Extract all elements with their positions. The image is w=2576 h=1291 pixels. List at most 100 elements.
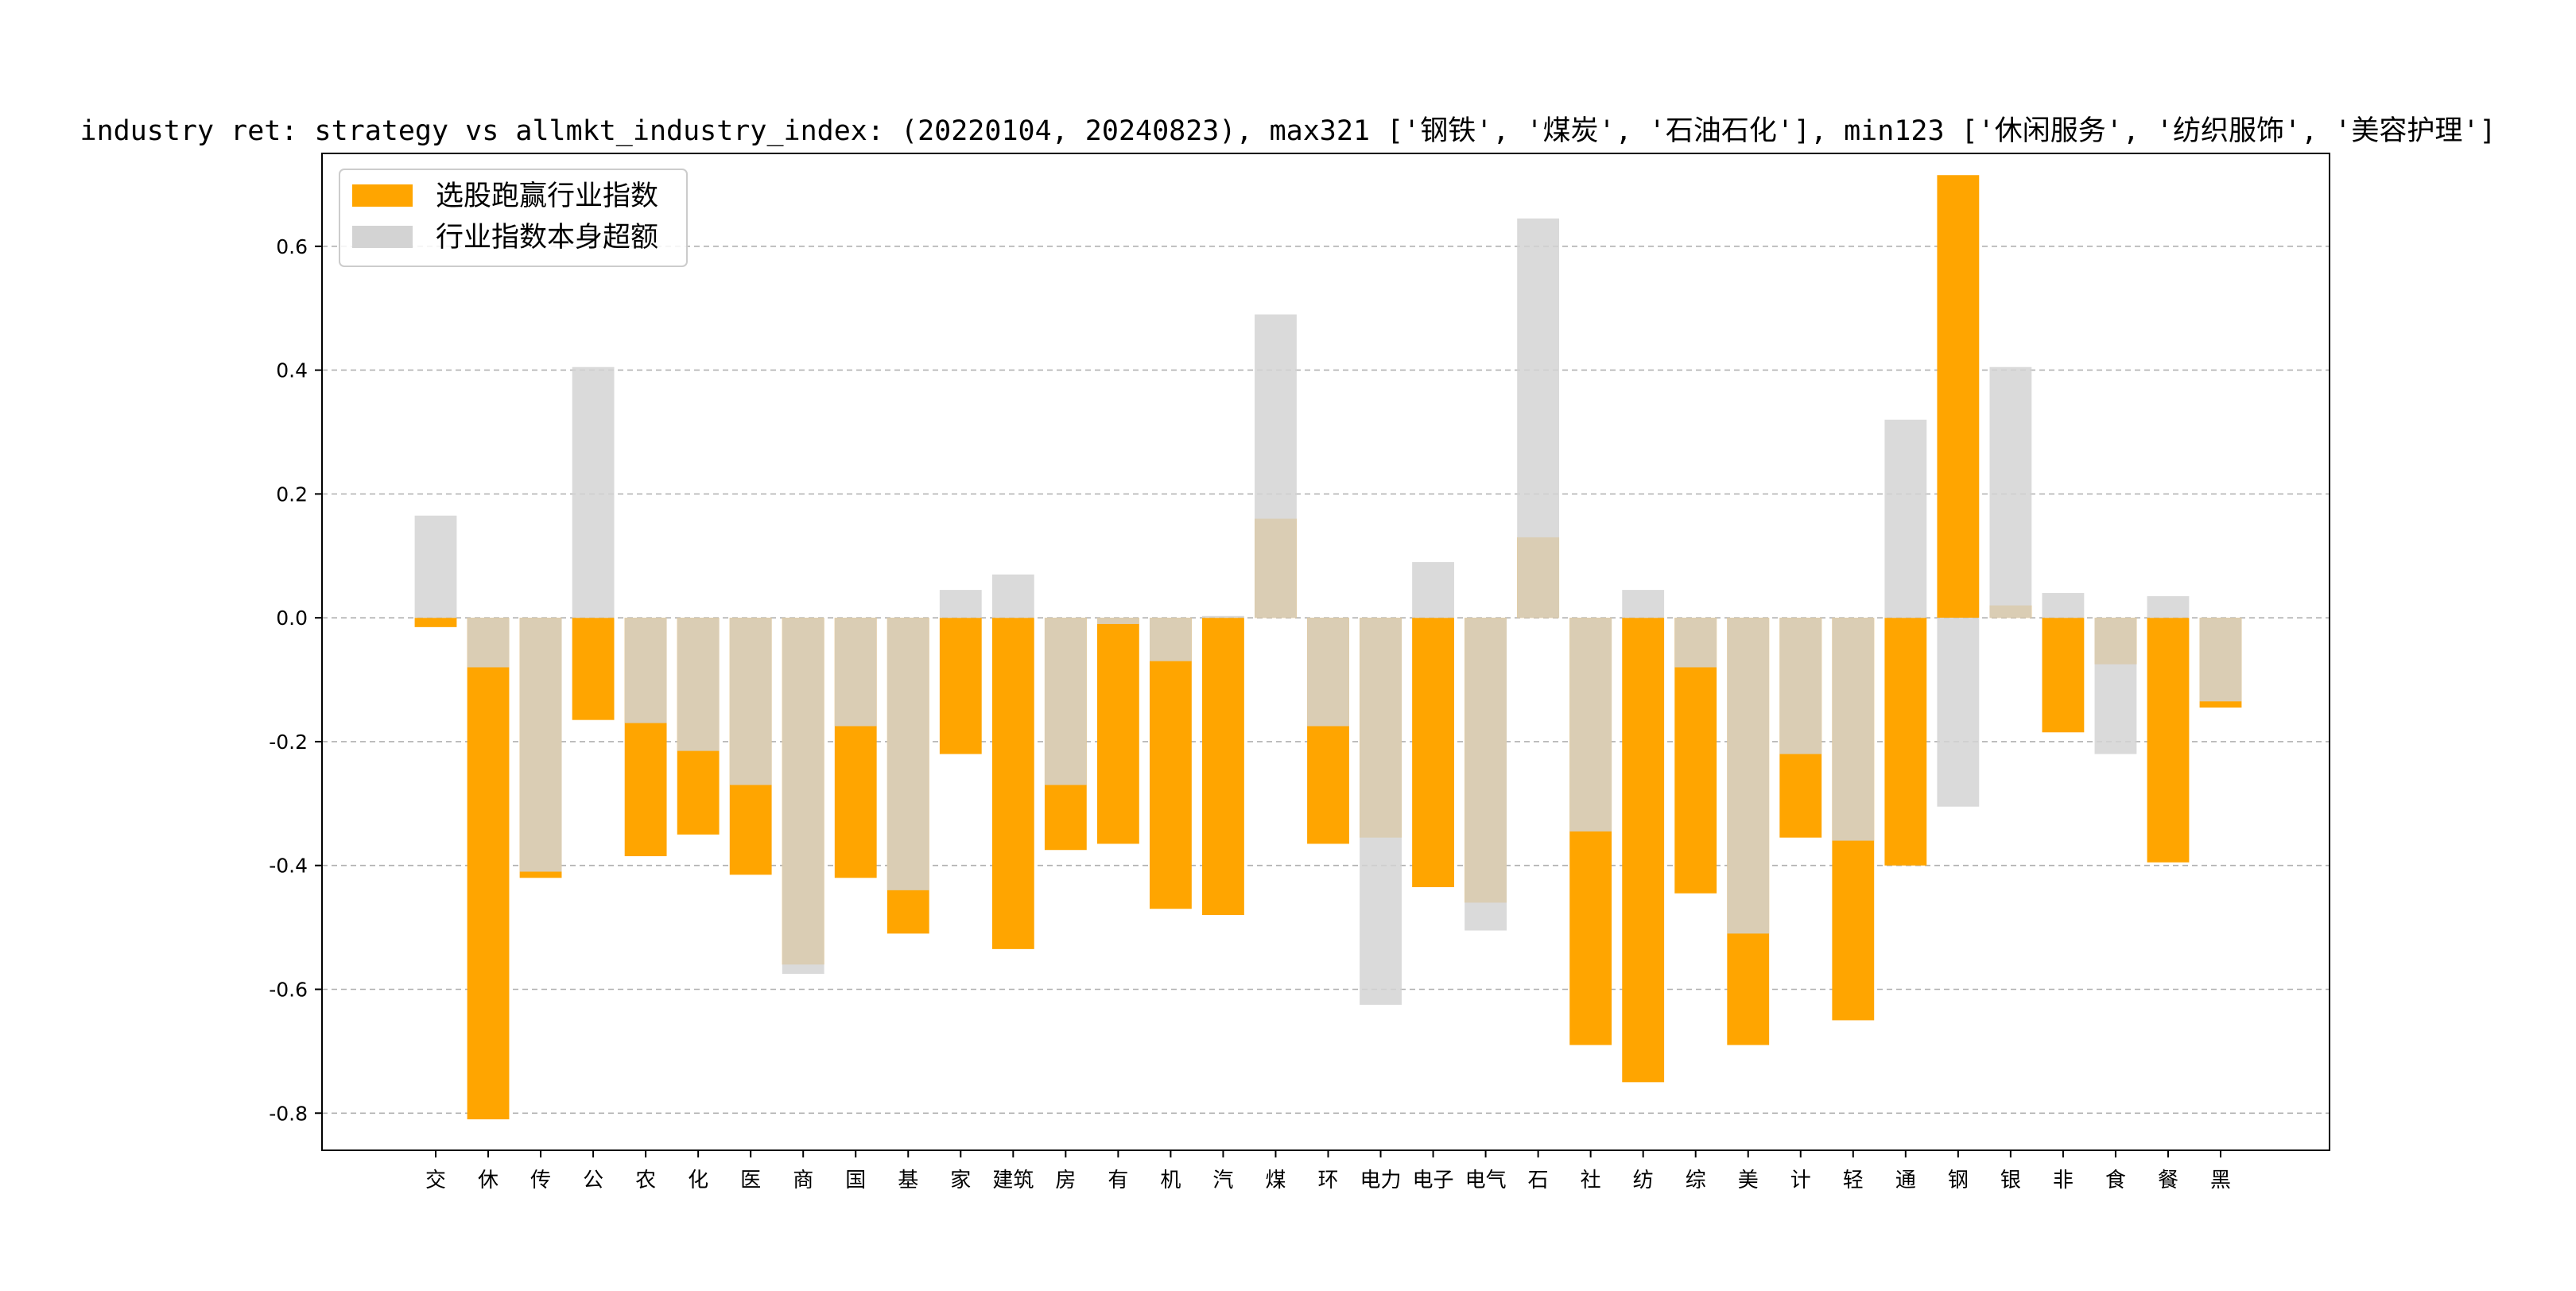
bar-series1-15: [1202, 618, 1244, 916]
x-tick-label-8: 国: [845, 1169, 866, 1192]
bar-series2-19: [1412, 562, 1454, 618]
bar-series1-13: [1096, 618, 1139, 844]
bars-group: [414, 175, 2242, 1120]
bar-series2-24: [1674, 618, 1717, 668]
bar-series2-6: [729, 618, 772, 785]
bar-series1-29: [1937, 175, 1980, 618]
bar-series2-0: [414, 515, 457, 618]
bar-series1-14: [1150, 618, 1192, 909]
bar-series2-22: [1569, 618, 1612, 832]
x-tick-label-16: 煤: [1265, 1169, 1286, 1192]
bar-series2-21: [1517, 218, 1560, 618]
bar-series2-33: [2147, 595, 2190, 618]
legend-label-1: 选股跑赢行业指数: [436, 180, 658, 212]
bar-series2-29: [1937, 618, 1980, 807]
x-tick-label-0: 交: [425, 1169, 446, 1192]
bar-series2-2: [519, 618, 562, 872]
x-tick-label-31: 非: [2053, 1169, 2074, 1192]
x-tick-label-18: 电力: [1360, 1169, 1402, 1192]
bar-series2-5: [677, 618, 720, 751]
x-tick-label-26: 计: [1790, 1169, 1811, 1192]
plot-frame: [321, 153, 2330, 1151]
y-tick-label-2: -0.4: [269, 855, 308, 878]
bar-series1-3: [572, 618, 615, 720]
legend-label-2: 行业指数本身超额: [436, 222, 658, 254]
bar-series2-4: [624, 618, 667, 723]
x-tick-label-10: 家: [950, 1169, 971, 1192]
bar-series2-1: [467, 618, 510, 668]
bar-series2-26: [1779, 618, 1822, 754]
x-tick-label-13: 有: [1108, 1169, 1128, 1192]
bar-series2-14: [1150, 618, 1192, 661]
x-tick-label-27: 轻: [1843, 1169, 1864, 1192]
bar-series1-1: [467, 618, 510, 1120]
bar-series2-18: [1360, 618, 1402, 1005]
x-tick-label-12: 房: [1055, 1169, 1076, 1192]
bar-series2-25: [1727, 618, 1770, 934]
bar-series2-12: [1044, 618, 1087, 785]
x-tick-label-29: 钢: [1948, 1169, 1969, 1192]
y-tick-label-0: -0.8: [269, 1102, 308, 1125]
x-tick-label-9: 基: [898, 1169, 918, 1192]
x-tick-label-32: 食: [2105, 1169, 2126, 1192]
y-tick-label-6: 0.4: [276, 359, 308, 382]
bar-series1-33: [2147, 618, 2190, 863]
x-tick-label-3: 公: [583, 1169, 603, 1192]
y-axis: -0.8 -0.6 -0.4 -0.2 0.0 0.2 0.4 0.6: [269, 235, 322, 1125]
x-tick-label-7: 商: [793, 1169, 813, 1192]
bar-series1-0: [414, 618, 457, 627]
bar-series2-13: [1096, 618, 1139, 624]
y-tick-label-3: -0.2: [269, 731, 308, 754]
x-tick-label-34: 黑: [2210, 1169, 2231, 1192]
x-tick-label-25: 美: [1738, 1169, 1759, 1192]
bar-series1-23: [1622, 618, 1665, 1083]
x-tick-label-20: 电气: [1465, 1169, 1507, 1192]
legend-swatch-1: [352, 184, 413, 207]
x-tick-label-23: 纺: [1633, 1169, 1654, 1192]
bar-series1-28: [1884, 618, 1927, 866]
x-tick-label-4: 农: [635, 1169, 656, 1192]
chart-title: industry ret: strategy vs allmkt_industr…: [80, 115, 2496, 147]
bar-series2-31: [2042, 593, 2085, 618]
x-tick-label-28: 通: [1895, 1169, 1916, 1192]
legend-box: [339, 169, 688, 267]
bar-series2-9: [886, 618, 929, 890]
x-tick-label-14: 机: [1160, 1169, 1181, 1192]
x-tick-label-21: 石: [1528, 1169, 1549, 1192]
x-axis: 交 休 传 公 农 化 医 商 国 基 家建筑房 有 机 汽 煤 环电力 电子 电气石 社 纺 综 美 计 轻 通 钢 银 非 食 餐 黑: [425, 1150, 2231, 1192]
x-tick-label-6: 医: [740, 1169, 761, 1192]
bar-series2-27: [1832, 618, 1875, 841]
x-tick-label-24: 综: [1686, 1169, 1706, 1192]
bar-series2-8: [834, 618, 877, 727]
x-tick-label-19: 电子: [1413, 1169, 1454, 1192]
bar-series1-10: [939, 618, 982, 754]
x-tick-label-22: 社: [1581, 1169, 1601, 1192]
x-tick-label-30: 银: [2000, 1169, 2021, 1192]
bar-series2-16: [1255, 314, 1297, 618]
bar-series2-15: [1202, 615, 1244, 618]
y-tick-label-1: -0.6: [269, 978, 308, 1001]
x-tick-label-11: 建筑: [992, 1169, 1034, 1192]
x-tick-label-17: 环: [1317, 1169, 1338, 1192]
bar-series1-31: [2042, 618, 2085, 733]
y-tick-label-7: 0.6: [276, 235, 308, 258]
x-tick-label-33: 餐: [2158, 1169, 2178, 1192]
bar-series1-11: [991, 618, 1034, 949]
bar-series2-32: [2094, 618, 2137, 754]
x-tick-label-15: 汽: [1212, 1169, 1233, 1192]
bar-series2-11: [991, 574, 1034, 618]
bar-series2-10: [939, 590, 982, 618]
legend-swatch-2: [352, 226, 413, 248]
bar-series2-20: [1465, 618, 1507, 931]
x-tick-label-2: 传: [530, 1169, 551, 1192]
bar-series2-17: [1307, 618, 1349, 727]
bar-series2-28: [1884, 419, 1927, 618]
y-tick-label-4: 0.0: [276, 607, 308, 630]
x-tick-label-5: 化: [688, 1169, 708, 1192]
bar-series1-19: [1412, 618, 1454, 887]
bar-series2-34: [2199, 618, 2242, 702]
bar-series2-3: [572, 366, 615, 618]
